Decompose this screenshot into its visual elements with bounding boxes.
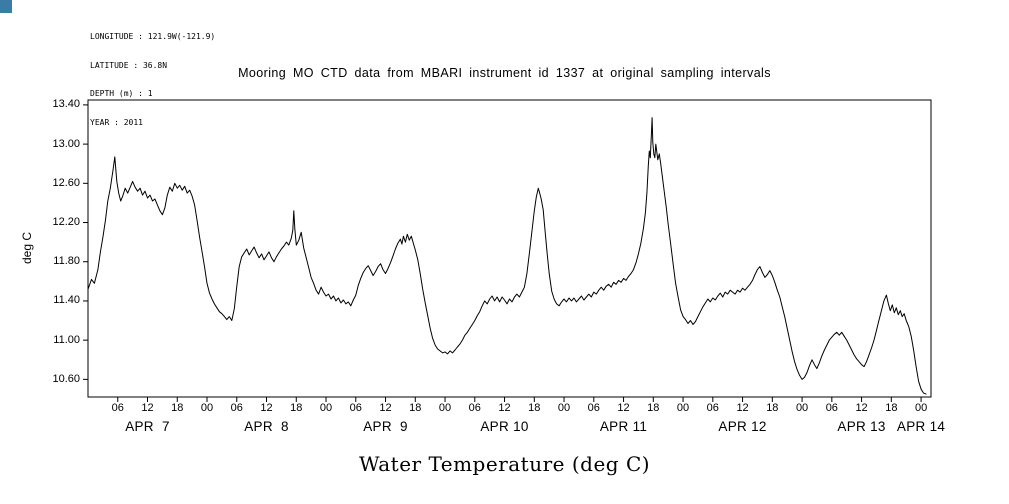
x-tick-label: 00 bbox=[795, 402, 809, 414]
metadata-longitude: LONGITUDE : 121.9W(-121.9) bbox=[90, 32, 216, 41]
x-tick-label: 18 bbox=[647, 402, 660, 414]
y-tick-label: 11.40 bbox=[53, 294, 80, 307]
y-tick-label: 13.40 bbox=[52, 98, 80, 111]
bottom-axis-title: Water Temperature (deg C) bbox=[358, 452, 651, 476]
metadata-latitude: LATITUDE : 36.8N bbox=[90, 60, 168, 70]
x-tick-label: 12 bbox=[141, 402, 154, 414]
x-tick-label: 06 bbox=[468, 402, 481, 414]
x-tick-label: 00 bbox=[557, 402, 571, 414]
x-tick-label: 12 bbox=[617, 402, 630, 414]
day-label: APR 9 bbox=[363, 419, 408, 434]
metadata-depth: DEPTH (m) : 1 bbox=[90, 89, 153, 98]
y-tick-label: 10.60 bbox=[52, 372, 80, 385]
x-tick-label: 00 bbox=[200, 402, 214, 414]
day-label: APR 11 bbox=[599, 419, 648, 434]
x-tick-label: 00 bbox=[438, 402, 452, 414]
x-tick-label: 12 bbox=[260, 402, 273, 414]
x-tick-label: 06 bbox=[349, 402, 362, 414]
x-tick-label: 12 bbox=[736, 402, 749, 414]
y-tick-label: 11.00 bbox=[53, 333, 80, 346]
plot-metadata: LONGITUDE : 121.9W(-121.9) LATITUDE : 36… bbox=[90, 13, 215, 146]
x-tick-label: 12 bbox=[379, 402, 392, 414]
chart-title: Mooring MO CTD data from MBARI instrumen… bbox=[238, 66, 771, 80]
x-tick-label: 12 bbox=[855, 402, 868, 414]
day-label: APR 14 bbox=[896, 419, 946, 434]
x-tick-label: 18 bbox=[528, 402, 541, 414]
x-tick-label: 18 bbox=[766, 402, 779, 414]
day-label: APR 8 bbox=[244, 419, 289, 434]
day-label: APR 7 bbox=[125, 419, 170, 434]
x-tick-label: 12 bbox=[498, 402, 511, 414]
y-tick-label: 11.80 bbox=[53, 255, 80, 268]
day-label: APR 10 bbox=[480, 419, 529, 434]
x-tick-label: 18 bbox=[290, 402, 303, 414]
x-tick-label: 00 bbox=[676, 402, 690, 414]
plot-frame bbox=[87, 99, 932, 398]
x-tick-label: 06 bbox=[111, 402, 124, 414]
x-tick-label: 00 bbox=[319, 402, 333, 414]
x-tick-label: 06 bbox=[706, 402, 719, 414]
metadata-year: YEAR : 2011 bbox=[90, 117, 143, 127]
x-tick-label: 06 bbox=[825, 402, 838, 414]
x-tick-label: 06 bbox=[230, 402, 243, 414]
x-tick-label: 18 bbox=[409, 402, 422, 414]
y-tick-label: 12.20 bbox=[52, 216, 80, 229]
x-tick-label: 06 bbox=[587, 402, 600, 414]
day-label: APR 13 bbox=[837, 419, 886, 434]
y-tick-label: 13.00 bbox=[52, 137, 80, 150]
x-tick-label: 18 bbox=[885, 402, 898, 414]
window-corner-icon bbox=[0, 0, 12, 13]
day-label: APR 12 bbox=[718, 419, 767, 434]
y-tick-label: 12.60 bbox=[52, 176, 80, 189]
x-tick-label: 00 bbox=[914, 402, 928, 414]
x-tick-label: 18 bbox=[171, 402, 184, 414]
temperature-line bbox=[87, 117, 927, 395]
